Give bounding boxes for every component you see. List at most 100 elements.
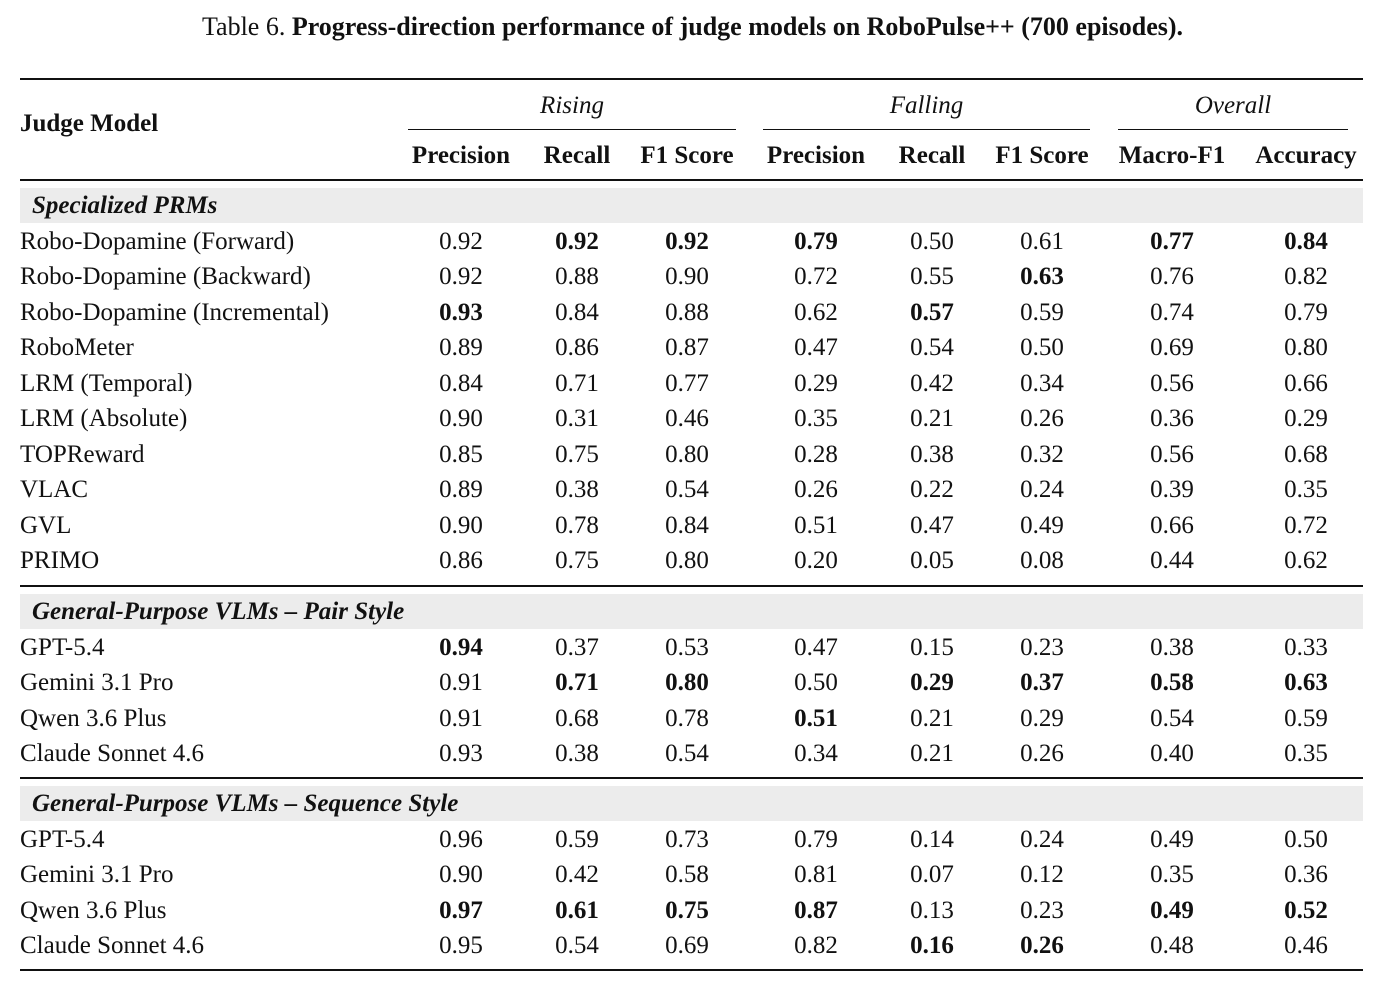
model-name: PRIMO [20,547,100,574]
group-header-rising: Rising [540,92,604,119]
table-cell: 0.87 [794,896,838,924]
table-cell: 0.54 [1150,704,1194,732]
table-cell: 0.86 [439,547,483,574]
table-cell: 0.51 [794,511,838,539]
table-cell: 0.84 [665,511,709,539]
table-cell: 0.23 [1020,896,1064,924]
model-name: GPT-5.4 [20,825,105,853]
table-cell: 0.24 [1020,476,1064,503]
table-cell: 0.51 [794,704,838,732]
row-label-header: Judge Model [20,110,159,137]
table-cell: 0.73 [665,825,709,853]
table-cell: 0.58 [1150,669,1194,696]
table-cell: 0.63 [1020,263,1064,290]
section-rule-2 [20,777,1363,779]
section-title: General-Purpose VLMs – Pair Style [32,598,405,625]
table-caption: Table 6. Progress-direction performance … [0,10,1385,44]
table-cell: 0.50 [910,227,954,255]
caption-title: Progress-direction performance of judge … [291,12,1184,41]
table-cell: 0.69 [1150,334,1194,361]
table-cell: 0.88 [665,298,709,326]
section-band [20,594,1363,629]
table-cell: 0.93 [439,740,483,767]
table-cell: 0.92 [439,263,483,290]
model-name: Robo-Dopamine (Forward) [20,227,295,255]
column-header: Precision [766,142,866,169]
model-name: TOPReward [20,440,145,468]
table-cell: 0.39 [1150,476,1194,503]
table-cell: 0.42 [910,369,954,397]
table-cell: 0.76 [1150,263,1194,290]
table-cell: 0.52 [1284,896,1328,924]
column-header: Macro-F1 [1118,142,1226,169]
model-name: Gemini 3.1 Pro [20,669,174,696]
table-cell: 0.36 [1150,405,1194,432]
table-cell: 0.55 [910,263,954,290]
table-cell: 0.33 [1284,633,1328,661]
table-cell: 0.24 [1020,825,1064,853]
table-cell: 0.22 [910,476,954,503]
table-cell: 0.72 [794,263,838,290]
column-header: F1 Score [995,142,1089,169]
model-name: Qwen 3.6 Plus [20,896,167,924]
table-cell: 0.75 [555,440,599,468]
table-cell: 0.07 [910,861,954,888]
table-cell: 0.48 [1150,932,1194,959]
model-name: Qwen 3.6 Plus [20,704,167,732]
section-title: Specialized PRMs [32,192,218,219]
table-cell: 0.79 [1284,298,1328,326]
bottom-rule [20,969,1363,971]
model-name: Claude Sonnet 4.6 [20,932,205,959]
table-cell: 0.80 [1284,334,1328,361]
table-cell: 0.50 [794,669,838,696]
top-rule [20,78,1363,80]
table-cell: 0.38 [910,440,954,468]
table-cell: 0.80 [665,440,709,468]
table-cell: 0.26 [1020,740,1064,767]
table-cell: 0.54 [555,932,599,959]
table-cell: 0.87 [665,334,709,361]
table-cell: 0.71 [555,669,599,696]
table-cell: 0.36 [1284,861,1328,888]
table-cell: 0.90 [439,511,483,539]
table-cell: 0.71 [555,369,599,397]
table-cell: 0.50 [1020,334,1064,361]
group-underline-overall [1118,129,1348,131]
table-cell: 0.68 [555,704,599,732]
table-cell: 0.46 [665,405,709,432]
table-cell: 0.35 [1150,861,1194,888]
table-cell: 0.80 [665,547,709,574]
table-cell: 0.90 [665,263,709,290]
table-cell: 0.21 [910,704,954,732]
model-name: Claude Sonnet 4.6 [20,740,205,767]
model-name: Robo-Dopamine (Backward) [20,263,311,290]
section-title: General-Purpose VLMs – Sequence Style [32,790,459,817]
table-cell: 0.82 [794,932,838,959]
table-cell: 0.20 [794,547,838,574]
model-name: Robo-Dopamine (Incremental) [20,298,329,326]
model-name: GPT-5.4 [20,633,105,661]
table-cell: 0.90 [439,405,483,432]
table-cell: 0.80 [665,669,709,696]
table-cell: 0.84 [555,298,599,326]
table-cell: 0.93 [439,298,483,326]
table-cell: 0.34 [794,740,838,767]
group-underline-rising [408,129,736,131]
table-cell: 0.38 [555,740,599,767]
table-cell: 0.08 [1020,547,1064,574]
table-cell: 0.74 [1150,298,1194,326]
table-cell: 0.29 [1020,704,1064,732]
table-cell: 0.59 [555,825,599,853]
model-name: LRM (Temporal) [20,369,193,397]
table-cell: 0.79 [794,227,838,255]
table-cell: 0.54 [910,334,954,361]
table-cell: 0.50 [1284,825,1328,853]
table-cell: 0.35 [794,405,838,432]
table-cell: 0.54 [665,740,709,767]
table-cell: 0.84 [1284,227,1328,255]
table-cell: 0.96 [439,825,483,853]
table-cell: 0.61 [555,896,599,924]
table-cell: 0.37 [1020,669,1064,696]
table-cell: 0.42 [555,861,599,888]
table-cell: 0.77 [665,369,709,397]
